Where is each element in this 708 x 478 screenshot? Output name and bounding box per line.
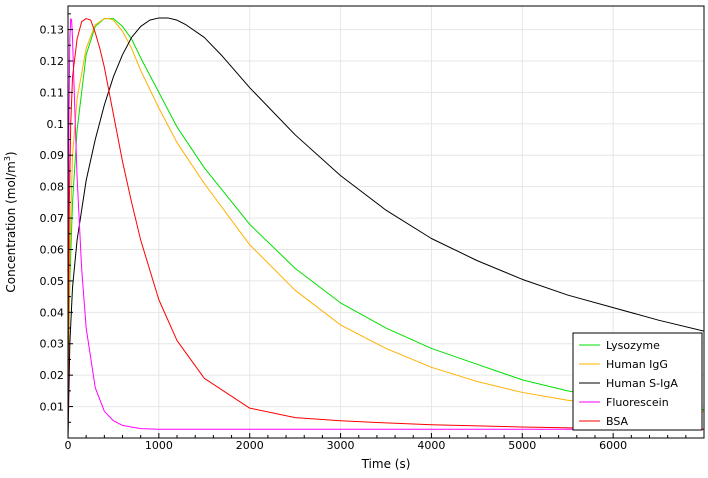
series-line-human-igg bbox=[68, 18, 704, 438]
y-tick-label: 0.12 bbox=[40, 55, 65, 68]
series-layer bbox=[68, 17, 704, 438]
x-tick-label: 6000 bbox=[599, 439, 627, 452]
y-tick-label: 0.02 bbox=[40, 369, 65, 382]
x-tick-label: 1000 bbox=[145, 439, 173, 452]
y-tick-label: 0.04 bbox=[40, 306, 65, 319]
series-line-fluorescein bbox=[68, 18, 704, 438]
y-tick-label: 0.13 bbox=[40, 24, 65, 37]
legend-label-bsa: BSA bbox=[606, 415, 629, 428]
y-tick-label: 0.01 bbox=[40, 401, 65, 414]
x-tick-label: 0 bbox=[65, 439, 72, 452]
x-axis-label: Time (s) bbox=[361, 457, 411, 471]
y-tick-label: 0.1 bbox=[47, 118, 65, 131]
y-axis-label-sup: 3 bbox=[3, 156, 12, 161]
y-tick-label: 0.09 bbox=[40, 149, 65, 162]
y-tick-label: 0.03 bbox=[40, 338, 65, 351]
legend-label-lysozyme: Lysozyme bbox=[606, 339, 660, 352]
y-axis-label-tail: ) bbox=[4, 151, 18, 156]
y-tick-label: 0.11 bbox=[40, 86, 65, 99]
grid-layer bbox=[68, 6, 704, 438]
x-tick-label: 5000 bbox=[508, 439, 536, 452]
plot-frame bbox=[67, 5, 705, 439]
series-line-lysozyme bbox=[68, 18, 704, 438]
legend-label-fluorescein: Fluorescein bbox=[606, 396, 669, 409]
legend: Lysozyme Human IgG Human S-IgA Fluorescein B… bbox=[572, 332, 703, 431]
y-tick-label: 0.07 bbox=[40, 212, 65, 225]
y-tick-label: 0.06 bbox=[40, 243, 65, 256]
legend-label-human-s-iga: Human S-IgA bbox=[606, 377, 678, 390]
x-tick-label: 4000 bbox=[417, 439, 445, 452]
tick-layer: 0 1000 2000 3000 4000 5000 6000 0.01 0.02 0.03 0.0… bbox=[40, 13, 687, 452]
legend-label-human-igg: Human IgG bbox=[606, 358, 668, 371]
series-line-bsa bbox=[68, 18, 704, 438]
y-axis-label: Concentration (mol/m3) bbox=[3, 151, 18, 292]
y-axis-label-main: Concentration (mol/m bbox=[4, 161, 18, 292]
y-tick-label: 0.08 bbox=[40, 181, 65, 194]
x-tick-label: 2000 bbox=[236, 439, 264, 452]
series-line-human-s-iga bbox=[68, 17, 704, 438]
y-tick-label: 0.05 bbox=[40, 275, 65, 288]
x-tick-label: 3000 bbox=[327, 439, 355, 452]
legend-box bbox=[572, 332, 703, 431]
